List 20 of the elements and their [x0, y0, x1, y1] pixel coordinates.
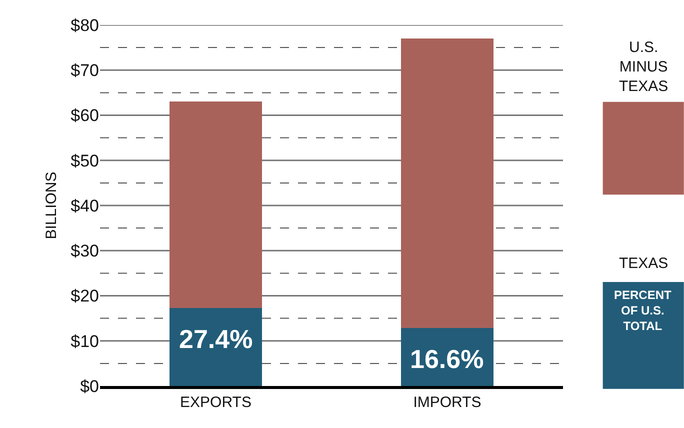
- annotation: 16.6%: [410, 344, 484, 374]
- bar: [169, 308, 262, 386]
- x-tick-label: IMPORTS: [413, 394, 482, 411]
- y-tick-label: $70: [70, 61, 99, 80]
- annotation: 27.4%: [179, 324, 253, 354]
- y-tick-label: $60: [70, 106, 99, 126]
- y-tick-label: $0: [80, 376, 99, 396]
- bar: [400, 38, 494, 328]
- x-tick-label: EXPORTS: [180, 394, 252, 411]
- bar: [169, 102, 262, 308]
- y-axis-title: BILLIONS: [42, 172, 60, 240]
- text: PERCENT OF U.S. TOTAL: [614, 288, 672, 334]
- y-tick-label: $80: [70, 16, 99, 35]
- y-tick-label: $20: [70, 286, 99, 306]
- text: U.S. MINUS TEXAS: [619, 39, 668, 95]
- y-tick-label: $50: [70, 151, 99, 170]
- y-tick-label: $40: [70, 196, 99, 216]
- y-tick-label: $10: [70, 332, 99, 351]
- y-tick-label: $30: [70, 242, 99, 261]
- text: TEXAS: [619, 255, 668, 272]
